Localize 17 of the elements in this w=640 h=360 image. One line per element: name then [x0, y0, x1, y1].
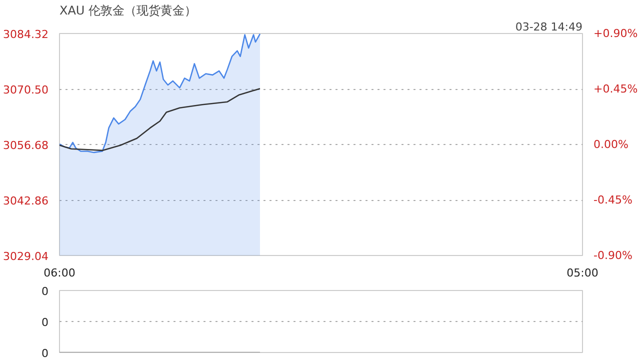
y-tick-label: 3056.68 — [3, 139, 49, 152]
text: 03-28 14:49 — [515, 20, 583, 34]
x-tick-label: 06:00 — [44, 266, 76, 280]
y-tick-label: 0 — [42, 316, 48, 329]
y-tick-label: 0 — [42, 285, 48, 298]
chart-title: XAU 伦敦金（现货黄金） — [60, 4, 197, 18]
y2-tick-label: +0.90% — [594, 27, 638, 40]
y-tick-label: 3084.32 — [3, 28, 49, 41]
y-tick-label: 3029.04 — [3, 250, 49, 263]
y2-tick-label: 0.00% — [594, 138, 628, 151]
y-tick-label: 3042.86 — [3, 194, 49, 208]
y2-tick-label: -0.45% — [594, 194, 632, 206]
y-tick-label: 3070.50 — [3, 84, 49, 96]
y2-tick-label: -0.90% — [594, 249, 632, 262]
y-tick-label: 0 — [42, 347, 48, 360]
y2-tick-label: +0.45% — [594, 82, 638, 96]
x-tick-label: 05:00 — [566, 266, 598, 280]
